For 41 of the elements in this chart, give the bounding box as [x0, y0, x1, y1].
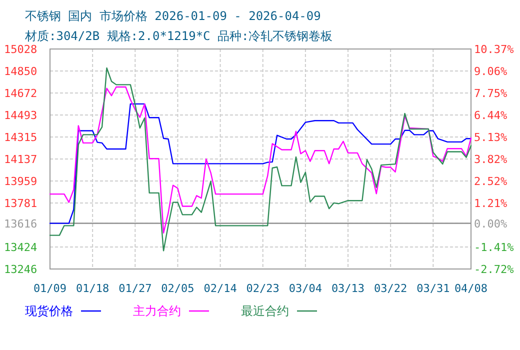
chart-subtitle: 材质:304/2B 规格:2.0*1219*C 品种:冷轧不锈钢卷板	[24, 29, 333, 43]
y2-tick-label: 2.52%	[474, 174, 508, 188]
line-series	[49, 103, 472, 224]
x-tick-label: 04/08	[454, 282, 488, 295]
legend-label: 最近合约	[241, 304, 289, 318]
y2-tick-label: 6.44%	[474, 109, 508, 122]
y-tick-label: 13246	[4, 263, 38, 276]
y2-tick-label: 0.00%	[474, 217, 508, 230]
x-tick-label: 03/22	[374, 282, 408, 295]
y2-tick-label: -1.41%	[474, 240, 514, 254]
x-tick-label: 03/31	[416, 282, 450, 295]
y2-tick-label: 1.21%	[474, 196, 508, 210]
legend-label: 现货价格	[25, 304, 73, 318]
y2-tick-label: 3.82%	[474, 153, 508, 166]
x-tick-label: 02/14	[204, 282, 238, 295]
x-tick-label: 03/04	[288, 282, 322, 295]
y-tick-label: 14137	[4, 153, 38, 166]
y-tick-label: 14315	[4, 131, 38, 144]
y-tick-label: 13781	[4, 196, 38, 210]
y2-tick-label: -2.72%	[474, 263, 514, 276]
y-tick-label: 14493	[4, 109, 38, 122]
y-tick-label: 15028	[4, 43, 38, 56]
x-tick-label: 01/09	[33, 282, 67, 295]
line-series	[49, 86, 472, 234]
y-tick-label: 14672	[4, 86, 38, 100]
y2-tick-label: 7.75%	[474, 87, 508, 100]
x-tick-label: 02/23	[246, 282, 280, 295]
chart-title: 不锈钢 国内 市场价格 2026-01-09 - 2026-04-09	[25, 9, 321, 23]
x-tick-label: 01/27	[118, 282, 152, 295]
y2-tick-label: 5.13%	[474, 131, 508, 144]
y-tick-label: 13616	[4, 217, 38, 230]
y-tick-label: 13959	[4, 174, 38, 188]
x-tick-label: 03/13	[331, 282, 365, 295]
y2-tick-label: 10.37%	[474, 43, 514, 56]
x-tick-label: 01/18	[76, 282, 110, 295]
y-tick-label: 13424	[4, 241, 38, 254]
y2-tick-label: 9.06%	[474, 65, 508, 78]
legend-label: 主力合约	[133, 304, 181, 318]
line-series	[49, 67, 472, 252]
y-tick-label: 14850	[4, 64, 38, 78]
x-tick-label: 02/05	[161, 282, 194, 295]
